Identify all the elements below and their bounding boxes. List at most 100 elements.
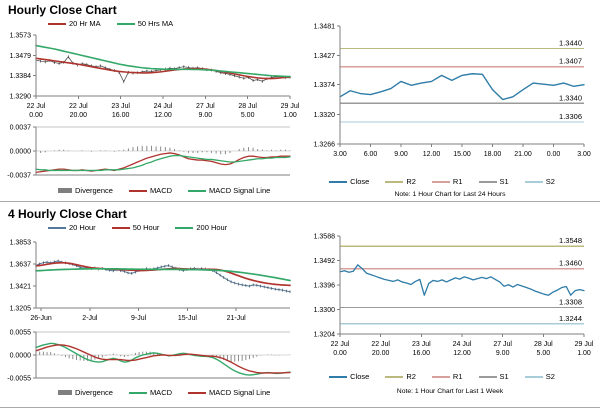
legend-label: R2 bbox=[406, 372, 416, 381]
legend-swatch bbox=[478, 375, 497, 378]
x-axis-tick-label: 3.00 bbox=[333, 151, 347, 158]
y-axis-tick-label: 1.3290 bbox=[10, 94, 32, 101]
four-hourly-macd-chart: 0.0055 0.0000 -0.0055 bbox=[7, 330, 291, 383]
four-hourly-chart-title: 4 Hourly Close Chart bbox=[8, 207, 127, 221]
y-axis-tick-label: 1.3396 bbox=[314, 283, 336, 290]
x-axis-tick-label: 29 Jul 1.00 bbox=[281, 103, 300, 119]
hourly-pivot-note: Note: 1 Hour Chart for Last 24 Hours bbox=[394, 191, 506, 198]
hourly-pivot-legend: Close R2 R1 S1 S2 bbox=[300, 177, 600, 186]
x-axis-tick-label: 22 Jul 20.00 bbox=[69, 103, 88, 119]
legend-label: Divergence bbox=[75, 388, 113, 397]
legend-label: 200 Hour bbox=[196, 223, 228, 232]
x-axis-tick-label: 22 Jul 0.00 bbox=[27, 103, 46, 119]
hourly-macd-legend: Divergence MACD MACD Signal Line bbox=[58, 186, 286, 195]
four-hourly-price-chart: 1.3853 1.3637 1.3421 1.3205 26-Jun 2-Jul 9-Jul… bbox=[10, 240, 291, 322]
x-axis-tick-label: 22 Jul 0.00 bbox=[331, 341, 350, 357]
y-axis-tick-label: 1.3427 bbox=[314, 53, 336, 60]
x-axis-tick-label: 0.00 bbox=[547, 151, 561, 158]
pivot-label-r2: 1.3548 bbox=[559, 236, 582, 245]
legend-item-50-hour: 50 Hour bbox=[111, 223, 159, 232]
legend-item-r2: R2 bbox=[385, 177, 416, 186]
pivot-label-s2: 1.3306 bbox=[559, 112, 582, 121]
legend-item-close: Close bbox=[329, 177, 369, 186]
y-axis-tick-label: 1.3205 bbox=[10, 306, 32, 313]
legend-swatch bbox=[431, 180, 450, 183]
legend-swatch bbox=[48, 226, 66, 229]
x-axis-tick-label: 15.00 bbox=[453, 151, 471, 158]
legend-swatch bbox=[188, 189, 207, 192]
legend-item-r2: R2 bbox=[385, 372, 416, 381]
legend-swatch bbox=[48, 22, 66, 25]
y-axis-tick-label: 1.3573 bbox=[10, 33, 32, 40]
legend-item-200-hour: 200 Hour bbox=[175, 223, 227, 232]
legend-label: Divergence bbox=[75, 186, 113, 195]
bottom-divider bbox=[0, 407, 600, 408]
legend-label: MACD bbox=[149, 388, 173, 397]
y-axis-tick-label: 1.3374 bbox=[314, 82, 336, 89]
legend-label: R2 bbox=[406, 177, 416, 186]
x-axis-tick-label: 23 Jul 16.00 bbox=[412, 341, 431, 357]
legend-label: MACD Signal Line bbox=[209, 186, 271, 195]
legend-label: 20 Hour bbox=[69, 223, 96, 232]
legend-swatch bbox=[128, 391, 147, 394]
legend-item-r1: R1 bbox=[431, 372, 463, 381]
legend-swatch bbox=[385, 375, 404, 378]
legend-item-s1: S1 bbox=[478, 177, 509, 186]
x-axis-tick-label: 3.00 bbox=[577, 151, 591, 158]
legend-swatch bbox=[128, 189, 147, 192]
y-axis-tick-label: 0.0000 bbox=[10, 353, 32, 360]
legend-item-s2: S2 bbox=[524, 177, 555, 186]
x-axis-tick-label: 27 Jul 9.00 bbox=[196, 103, 215, 119]
y-axis-tick-label: 0.0000 bbox=[10, 149, 32, 156]
legend-swatch bbox=[478, 180, 497, 183]
x-axis-tick-label: 24 Jul 12.00 bbox=[154, 103, 173, 119]
y-axis-tick-label: 1.3637 bbox=[10, 262, 32, 269]
legend-swatch bbox=[329, 375, 348, 378]
pivot-label-s2: 1.3244 bbox=[559, 314, 582, 323]
x-axis-tick-label: 12.00 bbox=[423, 151, 441, 158]
hourly-macd-chart: 0.0037 0.0000 -0.0037 bbox=[7, 125, 291, 180]
legend-label: Close bbox=[350, 177, 370, 186]
weekly-pivot-chart: 1.3548 1.3460 1.3308 1.3244 1.3588 1.3492 1.33… bbox=[314, 234, 594, 358]
legend-item-close: Close bbox=[329, 372, 369, 381]
legend-item-20-hour: 20 Hour bbox=[48, 223, 96, 232]
legend-swatch bbox=[58, 188, 72, 193]
x-axis-tick-label: 24 Jul 12.00 bbox=[453, 341, 472, 357]
y-axis-tick-label: 1.3479 bbox=[10, 53, 32, 60]
y-axis-tick-label: 0.0055 bbox=[10, 330, 32, 337]
legend-item-divergence: Divergence bbox=[58, 388, 113, 397]
legend-swatch bbox=[431, 375, 450, 378]
legend-item-50-hrs-ma: 50 Hrs MA bbox=[116, 19, 173, 28]
legend-item-s2: S2 bbox=[524, 372, 555, 381]
y-axis-tick-label: 1.3481 bbox=[314, 24, 336, 31]
x-axis-tick-label: 9-Jul bbox=[131, 315, 147, 322]
legend-item-macd-signal-line: MACD Signal Line bbox=[188, 186, 270, 195]
y-axis-tick-label: 1.3320 bbox=[314, 112, 336, 119]
y-axis-tick-label: 1.3204 bbox=[314, 332, 336, 339]
legend-label: 20 Hr MA bbox=[69, 19, 101, 28]
legend-item-20-hr-ma: 20 Hr MA bbox=[48, 19, 101, 28]
x-axis-tick-label: 6.00 bbox=[364, 151, 378, 158]
x-axis-tick-label: 22 Jul 20.00 bbox=[371, 341, 390, 357]
pivot-label-r1: 1.3460 bbox=[559, 259, 582, 268]
legend-label: S1 bbox=[499, 372, 509, 381]
y-axis-tick-label: -0.0055 bbox=[7, 376, 31, 383]
hourly-ma-legend: 20 Hr MA 50 Hrs MA bbox=[48, 19, 189, 28]
y-axis-tick-label: -0.0037 bbox=[7, 173, 31, 180]
y-axis-tick-label: 1.3492 bbox=[314, 258, 336, 265]
pivot-label-r2: 1.3440 bbox=[559, 39, 582, 48]
x-axis-tick-label: 23 Jul 16.00 bbox=[111, 103, 130, 119]
y-axis-tick-label: 1.3588 bbox=[314, 234, 336, 241]
x-axis-tick-label: 28 Jul 5.00 bbox=[534, 341, 553, 357]
y-axis-tick-label: 0.0037 bbox=[10, 125, 32, 132]
x-axis-tick-label: 21.00 bbox=[514, 151, 532, 158]
pivot-label-r1: 1.3407 bbox=[559, 57, 582, 66]
x-axis-tick-label: 2-Jul bbox=[82, 315, 98, 322]
legend-label: Close bbox=[350, 372, 370, 381]
hourly-pivot-chart: 1.3440 1.3407 1.3340 1.3306 1.3481 1.3427 1.33… bbox=[314, 24, 591, 159]
x-axis-tick-label: 28 Jul 5.00 bbox=[238, 103, 257, 119]
legend-item-r1: R1 bbox=[431, 177, 463, 186]
pivot-label-s1: 1.3340 bbox=[559, 93, 582, 102]
four-hourly-ma-legend: 20 Hour 50 Hour 200 Hour bbox=[48, 223, 243, 232]
